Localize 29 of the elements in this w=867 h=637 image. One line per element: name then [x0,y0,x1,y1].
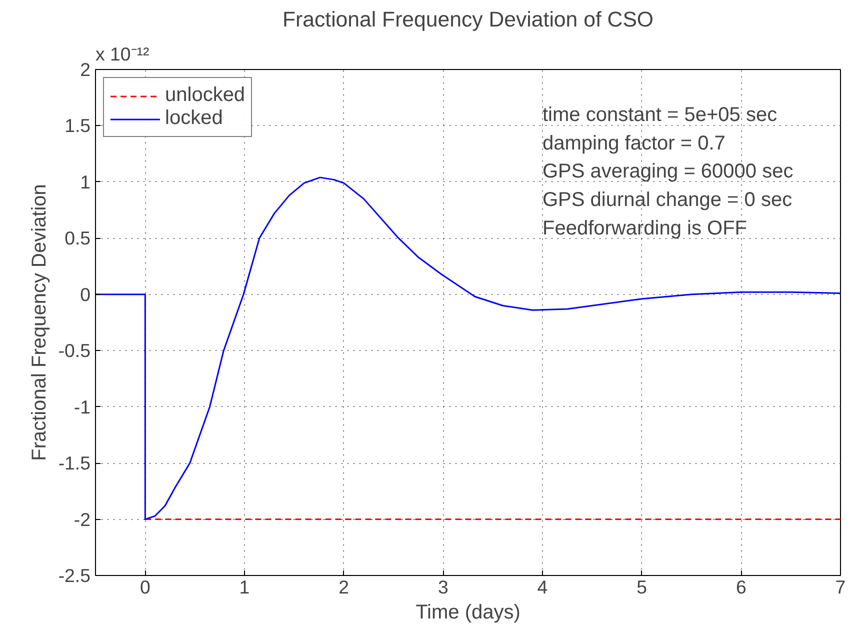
x-tick-label: 4 [537,576,548,598]
y-tick-label: -1.5 [58,452,91,474]
x-tick-label: 1 [239,576,250,598]
y-axis-title: Fractional Frequency Deviation [28,184,50,461]
chart-title: Fractional Frequency Deviation of CSO [282,8,654,32]
y-tick-label: 0 [80,284,91,305]
x-axis-title: Time (days) [416,602,520,624]
x-tick-label: 5 [636,576,648,598]
y-tick-label: -1 [74,396,91,418]
y-tick-label: 0.5 [64,228,91,249]
x-tick-label: 3 [438,576,448,598]
y-tick-label: 2 [80,59,91,80]
x-tick-label: 2 [338,576,350,598]
y-tick-label: 1.5 [64,115,91,136]
y-tick-label: -2 [74,508,91,530]
legend-label: unlocked [165,84,246,107]
y-tick-label: 1 [80,171,91,192]
annotation: damping factor = 0.7 [542,132,726,154]
y-tick-label: -0.5 [58,340,91,362]
y-tick-label: -2.5 [58,565,91,586]
legend-label: locked [165,107,223,130]
x-tick-label: 0 [140,576,150,598]
annotation: GPS diurnal change = 0 sec [542,189,792,212]
annotation: GPS averaging = 60000 sec [542,160,794,183]
x-tick-label: 7 [835,576,846,598]
annotation: Feedforwarding is OFF [542,217,748,240]
annotation: time constant = 5e+05 sec [542,104,778,126]
x-tick-label: 6 [736,576,746,598]
text: x 10⁻¹² [96,44,150,64]
